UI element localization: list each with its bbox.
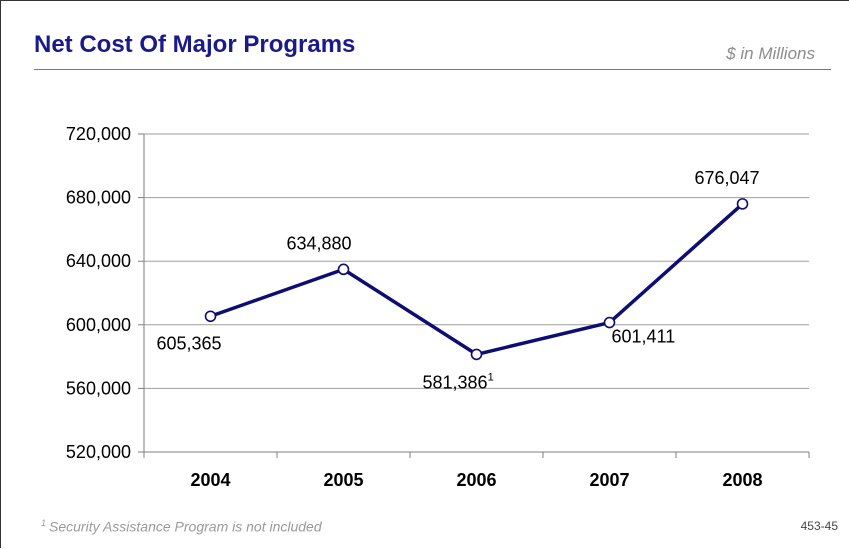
page-title: Net Cost Of Major Programs	[34, 31, 356, 58]
y-tick-label: 720,000	[66, 124, 131, 144]
x-tick-label: 2005	[323, 470, 363, 490]
y-tick-label: 560,000	[66, 378, 131, 398]
series	[204, 198, 749, 361]
data-label: 605,365	[157, 333, 222, 353]
x-tick-label: 2006	[456, 470, 496, 490]
x-tick-label: 2007	[589, 470, 629, 490]
footnote-marker: 1	[41, 518, 47, 528]
footnote: 1 Security Assistance Program is not incl…	[41, 518, 322, 535]
y-tick-label: 600,000	[66, 315, 131, 335]
data-point	[204, 310, 217, 323]
y-tick-label: 680,000	[66, 188, 131, 208]
page-number: 453-45	[800, 519, 838, 533]
data-label: 601,411	[612, 327, 676, 347]
y-tick-label: 520,000	[66, 442, 131, 462]
data-point	[470, 348, 483, 361]
x-tick-label: 2004	[190, 470, 230, 490]
gridlines	[144, 133, 809, 389]
data-point	[736, 198, 749, 210]
footnote-text: Security Assistance Program is not inclu…	[49, 518, 322, 535]
data-label-footnote-marker: 1	[488, 371, 494, 383]
data-label: 676,047	[695, 168, 760, 188]
data-point	[603, 316, 616, 329]
data-label: 581,3861	[423, 371, 494, 392]
data-point	[337, 263, 350, 276]
units-note: $ in Millions	[726, 44, 815, 63]
y-tick-label: 640,000	[66, 251, 131, 271]
x-tick-label: 2008	[722, 470, 762, 490]
title-divider	[34, 69, 831, 70]
axes	[138, 133, 810, 458]
tick-labels: 520,000 560,000 600,000 640,000 680,000 720,0…	[66, 124, 763, 490]
data-labels: 605,365 634,880 581,3861 601,411 676,047	[157, 168, 760, 393]
data-label: 634,880	[287, 233, 352, 253]
